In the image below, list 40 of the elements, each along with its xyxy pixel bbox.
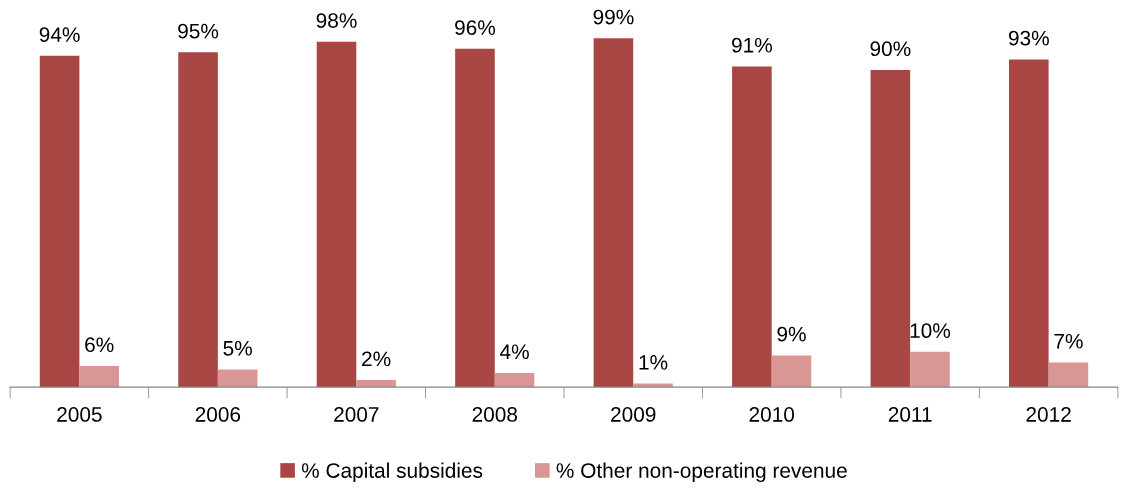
data-label: 2% (362, 351, 391, 367)
bar (1048, 362, 1089, 388)
bar (593, 38, 634, 388)
x-tick-label: 2005 (57, 407, 102, 422)
bar (79, 365, 119, 388)
data-label: 91% (732, 37, 772, 53)
bar (910, 351, 950, 388)
data-label: 4% (499, 344, 529, 360)
legend-label: % Capital subsidies (301, 462, 483, 483)
data-label: 9% (777, 326, 806, 342)
data-label: 90% (870, 41, 911, 57)
bar (732, 66, 772, 388)
data-label: 99% (593, 9, 634, 25)
data-label: 93% (1008, 30, 1049, 46)
bar (316, 41, 357, 388)
bar (217, 369, 258, 388)
x-tick-label: 2008 (472, 407, 518, 422)
bar (1009, 59, 1049, 388)
bar (178, 52, 218, 388)
bar (494, 372, 535, 388)
data-label: 6% (85, 337, 114, 353)
x-tick-label: 2010 (749, 407, 795, 422)
x-tick-label: 2007 (334, 407, 379, 422)
data-label: 94% (39, 27, 80, 43)
bar (39, 55, 80, 388)
bar (455, 48, 495, 388)
bar (870, 69, 911, 388)
bar (771, 355, 812, 388)
data-label: 10% (910, 323, 951, 339)
data-label: 1% (639, 355, 668, 370)
x-tick-label: 2009 (611, 407, 656, 422)
data-label: 98% (316, 13, 357, 28)
x-tick-label: 2012 (1026, 407, 1071, 422)
x-tick-label: 2011 (888, 407, 932, 422)
data-label: 7% (1054, 333, 1083, 349)
data-label: 95% (178, 23, 219, 39)
legend-label: % Other non-operating revenue (556, 462, 847, 483)
x-tick-label: 2006 (195, 407, 241, 422)
data-label: 5% (223, 340, 252, 356)
data-label: 96% (455, 20, 496, 35)
